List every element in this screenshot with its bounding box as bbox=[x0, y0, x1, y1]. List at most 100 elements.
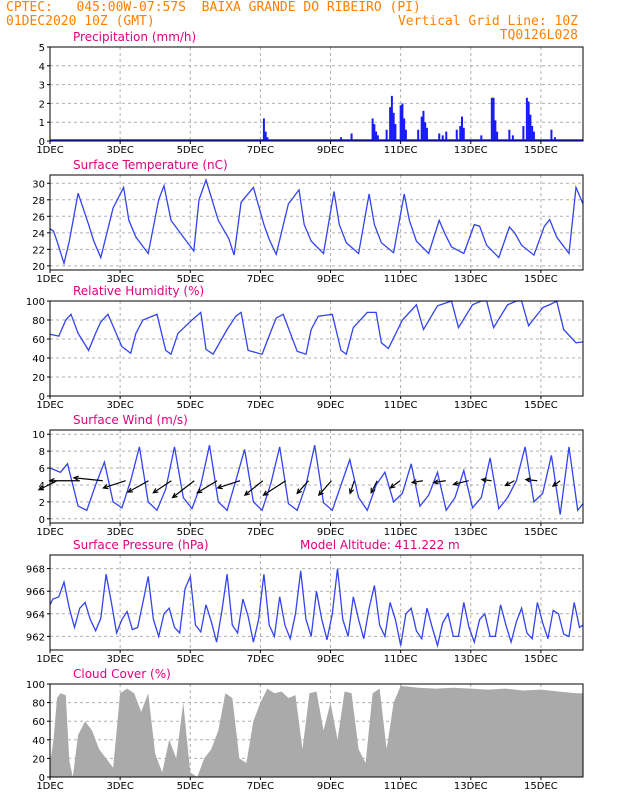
precip-bar bbox=[553, 137, 556, 141]
precip-bar bbox=[266, 137, 269, 141]
wind-vector bbox=[103, 480, 126, 489]
wind-arrowhead bbox=[171, 492, 178, 499]
y-tick-label: 968 bbox=[26, 565, 45, 576]
wind-vector bbox=[217, 480, 241, 489]
wind-vector bbox=[153, 480, 172, 494]
wind-arrowhead bbox=[216, 484, 223, 490]
precip-bar bbox=[262, 118, 265, 141]
precip-bar bbox=[392, 112, 395, 141]
panel-title: Surface Pressure (hPa) bbox=[73, 538, 209, 552]
y-tick-label: 8 bbox=[39, 447, 45, 458]
x-tick-label: 13DEC bbox=[454, 145, 488, 156]
precip-bar bbox=[459, 125, 462, 141]
precip-bar bbox=[340, 137, 343, 141]
x-tick-label: 1DEC bbox=[36, 274, 63, 285]
wind-arrowhead bbox=[243, 490, 250, 496]
wind-vector bbox=[412, 480, 424, 484]
wind-arrowhead bbox=[37, 485, 45, 491]
precip-bar bbox=[525, 97, 528, 141]
x-tick-label: 1DEC bbox=[36, 654, 63, 665]
panel-title: Surface Temperature (nC) bbox=[73, 158, 228, 172]
x-tick-label: 9DEC bbox=[317, 654, 344, 665]
x-tick-label: 5DEC bbox=[177, 400, 204, 411]
x-tick-label: 3DEC bbox=[106, 654, 133, 665]
x-tick-label: 3DEC bbox=[106, 527, 133, 538]
precip-bar bbox=[441, 135, 444, 141]
wind-arrowhead bbox=[196, 488, 203, 494]
y-tick-label: 0 bbox=[39, 137, 45, 148]
y-tick-label: 964 bbox=[26, 610, 45, 621]
x-tick-label: 9DEC bbox=[317, 400, 344, 411]
x-tick-label: 11DEC bbox=[384, 145, 418, 156]
x-tick-label: 1DEC bbox=[36, 781, 63, 792]
wind-arrowhead bbox=[296, 488, 303, 495]
header-grid-line: Vertical Grid Line: 10Z bbox=[397, 14, 578, 29]
x-tick-label: 11DEC bbox=[384, 274, 418, 285]
x-tick-label: 5DEC bbox=[177, 781, 204, 792]
x-tick-label: 3DEC bbox=[106, 274, 133, 285]
precip-bar bbox=[376, 135, 379, 141]
y-tick-label: 6 bbox=[39, 464, 45, 475]
y-tick-label: 20 bbox=[32, 373, 45, 384]
panel-0: 0 1 2 3 4 5 1DEC 3DEC 5DEC 7DEC 9DEC 11DEC 13DEC 15DE… bbox=[36, 30, 584, 156]
wind-arrowhead bbox=[317, 490, 324, 497]
wind-vector bbox=[318, 480, 332, 496]
panel-frame bbox=[49, 429, 584, 524]
header-datetime: 01DEC2020 10Z (GMT) bbox=[6, 14, 155, 29]
y-tick-label: 100 bbox=[26, 297, 45, 308]
wind-vector bbox=[263, 480, 287, 496]
wind-vector bbox=[172, 480, 195, 499]
x-tick-label: 15DEC bbox=[524, 527, 558, 538]
wind-vector bbox=[552, 480, 561, 487]
y-tick-label: 40 bbox=[32, 354, 45, 365]
wind-vector bbox=[453, 480, 469, 485]
precip-bar bbox=[508, 129, 511, 141]
wind-arrowhead bbox=[262, 490, 269, 496]
series-line bbox=[49, 177, 584, 266]
precip-bar bbox=[401, 103, 404, 141]
x-tick-label: 5DEC bbox=[177, 145, 204, 156]
x-tick-label: 3DEC bbox=[106, 145, 133, 156]
wind-arrowhead bbox=[102, 484, 109, 490]
wind-arrowhead bbox=[126, 487, 134, 493]
wind-vector bbox=[370, 480, 378, 493]
y-tick-label: 0 bbox=[39, 392, 45, 403]
header-location: CPTEC: 045:00W-07:57S BAIXA GRANDE DO RI… bbox=[6, 0, 421, 15]
precip-bar bbox=[511, 135, 514, 141]
panel-frame bbox=[49, 300, 584, 397]
x-tick-label: 1DEC bbox=[36, 527, 63, 538]
wind-vector bbox=[73, 477, 103, 482]
series-line bbox=[49, 568, 584, 649]
panel-title: Relative Humidity (%) bbox=[73, 284, 204, 298]
y-tick-label: 5 bbox=[39, 43, 45, 54]
y-tick-label: 966 bbox=[26, 587, 45, 598]
precip-bar bbox=[461, 116, 464, 141]
precip-bar bbox=[496, 131, 499, 141]
panel-2: 0 20 40 60 80 100 1DEC 3DEC 5DEC 7DEC 9DEC 11DEC 13D… bbox=[26, 284, 584, 411]
x-tick-label: 5DEC bbox=[177, 654, 204, 665]
header-code: TQ0126L028 bbox=[499, 28, 578, 43]
precip-bar bbox=[527, 101, 530, 141]
y-tick-label: 1 bbox=[39, 118, 45, 129]
y-tick-label: 28 bbox=[32, 196, 45, 207]
precip-bar bbox=[373, 124, 376, 141]
model-altitude-label: Model Altitude: 411.222 m bbox=[300, 538, 460, 552]
x-tick-label: 3DEC bbox=[106, 400, 133, 411]
x-tick-label: 11DEC bbox=[384, 781, 418, 792]
precip-bar bbox=[438, 133, 441, 141]
precip-bar bbox=[455, 129, 458, 141]
precip-bar bbox=[420, 116, 423, 141]
y-tick-label: 24 bbox=[32, 229, 45, 240]
x-tick-label: 13DEC bbox=[454, 400, 488, 411]
panel-5: 0 20 40 60 80 100 1DEC 3DEC 5DEC 7DEC 9DEC 11DEC 13D… bbox=[26, 667, 584, 792]
x-tick-label: 13DEC bbox=[454, 654, 488, 665]
x-tick-label: 7DEC bbox=[247, 145, 274, 156]
precip-bar bbox=[404, 129, 407, 141]
x-tick-label: 13DEC bbox=[454, 274, 488, 285]
y-tick-label: 60 bbox=[32, 717, 45, 728]
wind-arrowhead bbox=[348, 488, 355, 495]
wind-arrowhead bbox=[480, 477, 487, 483]
y-tick-label: 26 bbox=[32, 212, 45, 223]
cloud-cover-area bbox=[50, 685, 583, 777]
